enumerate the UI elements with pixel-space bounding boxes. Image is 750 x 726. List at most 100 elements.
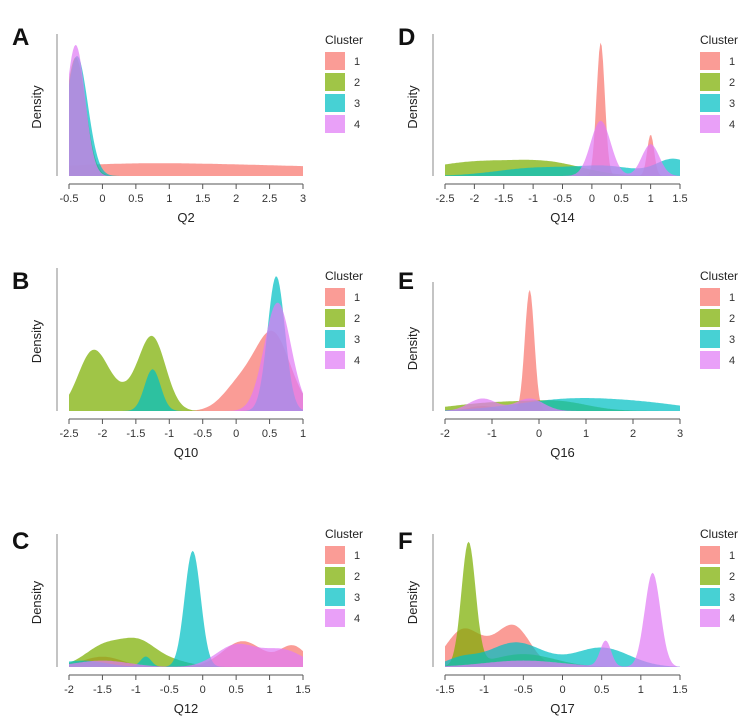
- x-tick-label: -1: [487, 428, 497, 440]
- x-tick-label: -2: [98, 428, 108, 440]
- x-tick-label: -0.5: [60, 193, 79, 205]
- legend-title: Cluster: [700, 33, 738, 47]
- density-area-cluster-2: [69, 335, 303, 411]
- x-tick-label: -0.5: [553, 193, 572, 205]
- legend-key-cluster-3: [325, 588, 345, 606]
- x-tick-label: 0: [559, 684, 565, 696]
- density-area-cluster-1: [445, 289, 680, 411]
- x-tick-label: 1: [583, 428, 589, 440]
- legend-label-cluster-1: 1: [729, 56, 735, 68]
- x-tick-label: -1.5: [436, 684, 455, 696]
- legend-label-cluster-4: 4: [729, 613, 735, 625]
- legend-key-cluster-4: [325, 351, 345, 369]
- x-tick-label: 2: [630, 428, 636, 440]
- legend-label-cluster-2: 2: [729, 571, 735, 583]
- legend-key-cluster-4: [700, 351, 720, 369]
- density-area-cluster-2: [69, 637, 303, 667]
- x-tick-label: 1.5: [672, 193, 687, 205]
- x-tick-label: 3: [677, 428, 683, 440]
- legend-label-cluster-3: 3: [354, 334, 360, 346]
- legend-key-cluster-1: [700, 288, 720, 306]
- legend-label-cluster-3: 3: [354, 98, 360, 110]
- y-axis-title: Density: [405, 85, 420, 129]
- panel-A: A -0.5 0 0.5 1 1.5 2 2.5 3 Q2 Density Cluster 1 2 3 4: [12, 24, 363, 225]
- legend-key-cluster-2: [700, 567, 720, 585]
- legend-label-cluster-4: 4: [354, 613, 360, 625]
- x-tick-label: 1.5: [195, 193, 210, 205]
- legend: Cluster 1 2 3 4: [700, 33, 738, 133]
- x-axis-title: Q2: [177, 210, 194, 225]
- legend-label-cluster-1: 1: [354, 56, 360, 68]
- legend-key-cluster-3: [700, 588, 720, 606]
- legend-key-cluster-1: [325, 52, 345, 70]
- legend-label-cluster-2: 2: [354, 571, 360, 583]
- legend-label-cluster-1: 1: [729, 292, 735, 304]
- density-area-cluster-4: [69, 643, 303, 667]
- x-tick-label: 1.5: [295, 684, 310, 696]
- x-tick-label: 0.5: [614, 193, 629, 205]
- legend-key-cluster-3: [325, 330, 345, 348]
- legend-key-cluster-2: [325, 309, 345, 327]
- legend-label-cluster-4: 4: [354, 119, 360, 131]
- legend-key-cluster-3: [700, 330, 720, 348]
- x-tick-label: 0: [536, 428, 542, 440]
- legend-label-cluster-1: 1: [354, 292, 360, 304]
- legend-key-cluster-2: [700, 73, 720, 91]
- density-area-cluster-2: [69, 57, 303, 176]
- legend-key-cluster-4: [325, 115, 345, 133]
- legend-label-cluster-1: 1: [354, 550, 360, 562]
- x-tick-label: 1: [267, 684, 273, 696]
- x-tick-label: 0.5: [228, 684, 243, 696]
- density-area-cluster-4: [69, 44, 303, 177]
- legend-label-cluster-3: 3: [729, 334, 735, 346]
- legend-title: Cluster: [700, 527, 738, 541]
- panel-letter: C: [12, 528, 29, 555]
- y-axis-title: Density: [29, 85, 44, 129]
- x-axis-title: Q17: [550, 701, 575, 716]
- x-tick-label: 0.5: [594, 684, 609, 696]
- x-tick-label: -0.5: [193, 428, 212, 440]
- panel-letter: E: [398, 268, 414, 295]
- density-area-cluster-3: [69, 56, 303, 176]
- density-area-cluster-3: [69, 550, 303, 667]
- y-axis-title: Density: [29, 580, 44, 624]
- x-tick-label: 2: [233, 193, 239, 205]
- x-tick-label: 1: [648, 193, 654, 205]
- legend-title: Cluster: [325, 269, 363, 283]
- density-area-cluster-1: [69, 163, 303, 176]
- panel-D: D -2.5 -2 -1.5 -1 -0.5 0 0.5 1 1.5 Q14 Density Clust…: [398, 24, 738, 225]
- y-axis-title: Density: [29, 319, 44, 363]
- x-tick-label: 0: [99, 193, 105, 205]
- x-axis-title: Q12: [174, 701, 199, 716]
- x-axis-title: Q10: [174, 445, 199, 460]
- x-axis-title: Q16: [550, 445, 575, 460]
- panel-letter: B: [12, 268, 29, 295]
- legend-key-cluster-4: [700, 609, 720, 627]
- x-tick-label: -0.5: [514, 684, 533, 696]
- x-tick-label: -2: [440, 428, 450, 440]
- legend-label-cluster-3: 3: [729, 98, 735, 110]
- x-tick-label: -2.5: [436, 193, 455, 205]
- x-tick-label: 1: [300, 428, 306, 440]
- legend-key-cluster-3: [700, 94, 720, 112]
- density-area-cluster-2: [445, 541, 680, 667]
- x-tick-label: 2.5: [262, 193, 277, 205]
- legend-key-cluster-4: [700, 115, 720, 133]
- x-tick-label: 3: [300, 193, 306, 205]
- density-area-cluster-1: [69, 330, 303, 411]
- legend-key-cluster-2: [325, 73, 345, 91]
- panel-B: B -2.5 -2 -1.5 -1 -0.5 0 0.5 1 Q10 Density Cluster 1…: [12, 268, 363, 460]
- legend-key-cluster-1: [700, 546, 720, 564]
- x-tick-label: -0.5: [160, 684, 179, 696]
- x-tick-label: 0: [589, 193, 595, 205]
- x-tick-label: -1.5: [494, 193, 513, 205]
- panel-C: C -2 -1.5 -1 -0.5 0 0.5 1 1.5 Q12 Density Cluster 1 2…: [12, 527, 363, 716]
- legend-label-cluster-2: 2: [354, 313, 360, 325]
- density-area-cluster-3: [445, 642, 680, 667]
- legend-key-cluster-2: [325, 567, 345, 585]
- legend-label-cluster-3: 3: [354, 592, 360, 604]
- legend-title: Cluster: [700, 269, 738, 283]
- y-axis-title: Density: [405, 326, 420, 370]
- x-tick-label: -1.5: [126, 428, 145, 440]
- x-tick-label: 0: [200, 684, 206, 696]
